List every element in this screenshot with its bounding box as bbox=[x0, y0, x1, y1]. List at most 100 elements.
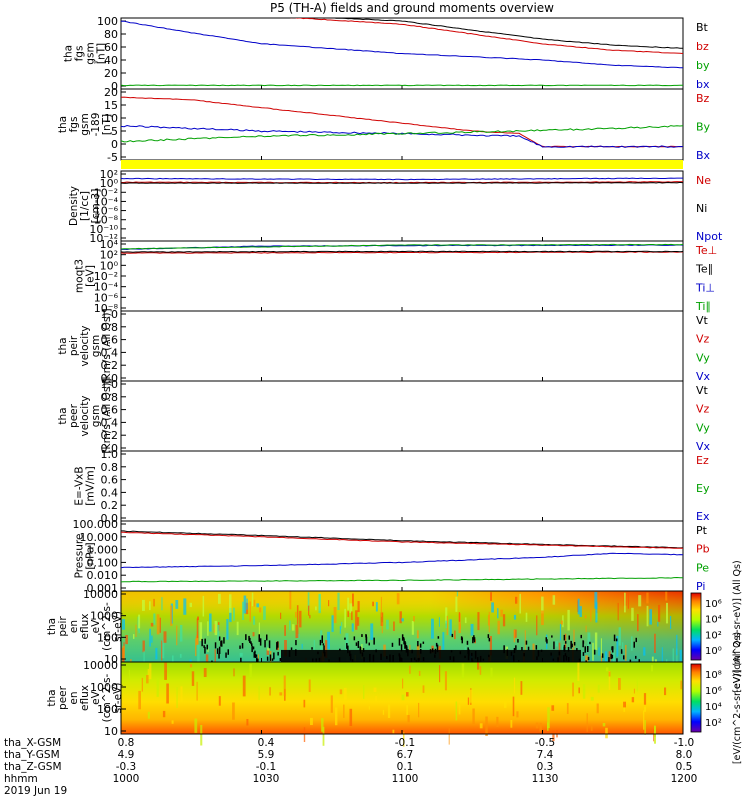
x-row-value: 1200 bbox=[671, 773, 698, 785]
heatmap-cell bbox=[654, 633, 656, 653]
heatmap-cell bbox=[572, 682, 574, 697]
y-axis-label: Pressure[nPa] bbox=[74, 534, 97, 579]
y-tick-label: 0.010 bbox=[87, 569, 119, 582]
heatmap-gap-cell bbox=[221, 640, 223, 647]
y-tick-label: 10⁻⁴ bbox=[94, 195, 119, 208]
heatmap-gap-cell bbox=[525, 640, 528, 645]
heatmap-cell bbox=[149, 628, 151, 647]
heatmap-cell bbox=[164, 662, 167, 680]
x-row-value: 6.7 bbox=[397, 749, 414, 761]
series-line-Ti∥ bbox=[121, 243, 683, 250]
y-axis-label: thapeirenefluxeV(cm^2-s-sr-eV) bbox=[46, 602, 124, 651]
heatmap-gap-cell bbox=[616, 658, 618, 664]
legend-entry: bx bbox=[696, 78, 710, 91]
heatmap-cell bbox=[249, 601, 251, 622]
heatmap-cell bbox=[349, 603, 353, 613]
y-axis-label-line: fgs bbox=[68, 117, 80, 133]
heatmap-cell bbox=[352, 593, 354, 607]
heatmap-cell bbox=[310, 717, 313, 725]
y-tick-label: 100.000 bbox=[73, 518, 119, 531]
y-axis-label-line: gsm bbox=[79, 113, 91, 135]
heatmap-cell bbox=[490, 667, 493, 677]
heatmap-cell bbox=[636, 677, 638, 692]
y-axis-label-line: tha bbox=[63, 45, 75, 62]
heatmap-cell bbox=[458, 613, 461, 633]
heatmap-gap-cell bbox=[563, 646, 565, 651]
series-line-by bbox=[121, 84, 683, 87]
heatmap-cell bbox=[339, 689, 343, 695]
legend-entry: Ey bbox=[696, 482, 710, 495]
y-tick-label: 10 bbox=[104, 725, 118, 738]
y-tick-label: -5 bbox=[107, 151, 118, 164]
heatmap-cell bbox=[579, 606, 582, 617]
heatmap-cell bbox=[283, 675, 286, 696]
heatmap-cell bbox=[644, 706, 646, 712]
x-axis-labels: tha_X-GSM 0.8 0.4 -0.1 -0.5 -1.0 tha_Y-GSM 4.9 5… bbox=[4, 737, 697, 797]
heatmap-cell bbox=[512, 696, 515, 717]
heatmap-cell bbox=[418, 670, 421, 676]
heatmap-gap-cell bbox=[214, 642, 217, 649]
heatmap-gap-cell bbox=[259, 638, 262, 646]
heatmap-cell bbox=[328, 600, 330, 607]
heatmap-cell bbox=[467, 697, 470, 705]
x-row-value: 0.5 bbox=[676, 761, 693, 773]
heatmap-gap-cell bbox=[582, 640, 585, 644]
heatmap-gap-cell bbox=[266, 634, 268, 641]
x-row-value: 1130 bbox=[532, 773, 559, 785]
heatmap-cell bbox=[654, 726, 656, 744]
heatmap-cell bbox=[444, 671, 447, 691]
heatmap-cell bbox=[128, 669, 130, 680]
heatmap-cell bbox=[539, 722, 542, 732]
heatmap-cell bbox=[664, 687, 667, 696]
heatmap-gap-cell bbox=[277, 641, 279, 648]
panel-frame bbox=[120, 450, 684, 522]
heatmap-cell bbox=[295, 624, 299, 639]
y-axis-label-line: E=-VxB bbox=[74, 466, 86, 505]
heatmap-cell bbox=[541, 610, 544, 625]
y-tick-label: 80 bbox=[104, 28, 118, 41]
heatmap-gap-cell bbox=[546, 639, 548, 644]
heatmap-cell bbox=[252, 632, 255, 637]
heatmap-cell bbox=[161, 640, 163, 661]
heatmap-cell bbox=[418, 702, 420, 718]
y-axis-label-line: tha bbox=[46, 689, 58, 706]
heatmap-cell bbox=[233, 607, 235, 621]
heatmap-gap-cell bbox=[565, 641, 567, 644]
heatmap-gap-cell bbox=[436, 644, 439, 653]
y-tick-label: 0.0 bbox=[101, 512, 119, 525]
y-axis-label-line: en bbox=[68, 691, 80, 704]
colorbar bbox=[690, 663, 702, 733]
legend-entry: By bbox=[696, 121, 711, 134]
heatmap-cell bbox=[552, 595, 556, 605]
heatmap-gap-cell bbox=[225, 652, 227, 658]
heatmap-cell bbox=[191, 671, 195, 686]
heatmap-cell bbox=[156, 614, 160, 635]
heatmap-gap-cell bbox=[204, 646, 206, 654]
series-line-Pb bbox=[121, 531, 683, 549]
heatmap-cell bbox=[308, 605, 310, 616]
colorbar-tick-label: 10⁶ bbox=[705, 599, 722, 610]
heatmap-cell bbox=[284, 640, 287, 657]
y-tick-label: 0.0 bbox=[101, 372, 119, 385]
heatmap-cell bbox=[584, 615, 587, 619]
heatmap-cell bbox=[357, 601, 360, 613]
panel-peer_en_eflux: 10⁸ 10⁶ 10⁴ 10² [eV/(cm^2-s-sr-eV)] (All Qs)… bbox=[46, 632, 743, 764]
heatmap-cell bbox=[605, 727, 608, 739]
series-line-Bx bbox=[121, 124, 683, 148]
heatmap-cell bbox=[600, 638, 602, 656]
heatmap-gap-cell bbox=[568, 635, 570, 640]
heatmap-cell bbox=[269, 687, 271, 696]
y-axis-label-line: peir bbox=[57, 616, 69, 637]
heatmap-cell bbox=[153, 613, 156, 625]
series-line-bz bbox=[289, 18, 683, 54]
y-axis-label-line: (cm^2-s- bbox=[101, 602, 113, 651]
heatmap-cell bbox=[232, 702, 235, 720]
heatmap-cell bbox=[547, 707, 550, 729]
heatmap-gap-cell bbox=[403, 638, 405, 645]
heatmap-gap-cell bbox=[517, 639, 519, 643]
heatmap-gap-cell bbox=[339, 648, 341, 651]
heatmap-cell bbox=[602, 723, 606, 727]
heatmap-cell bbox=[449, 619, 452, 636]
heatmap-gap-cell bbox=[249, 637, 251, 643]
heatmap-cell bbox=[246, 719, 249, 726]
